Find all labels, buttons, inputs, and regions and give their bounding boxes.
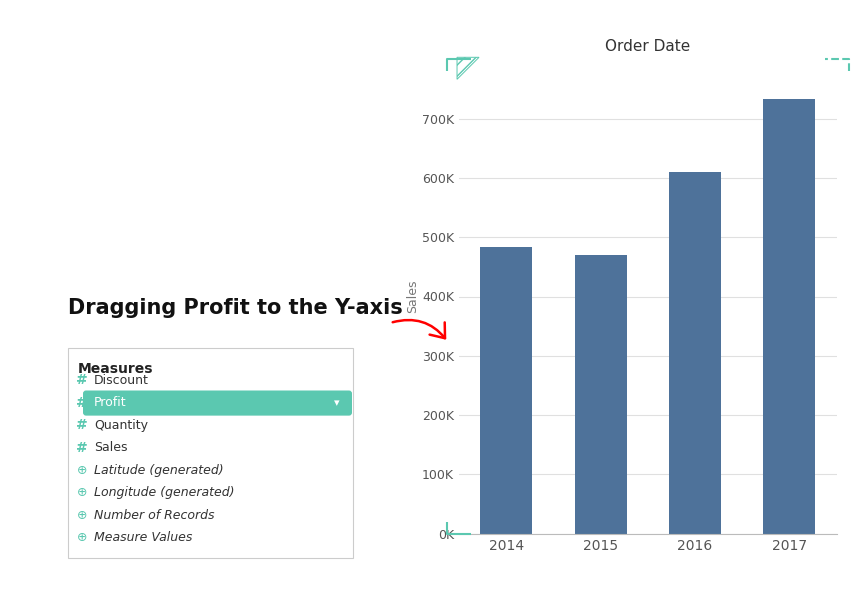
Text: Sales: Sales: [94, 441, 128, 454]
Text: ⊕: ⊕: [76, 464, 88, 477]
Text: Longitude (generated): Longitude (generated): [94, 486, 234, 499]
Text: Profit: Profit: [94, 397, 127, 409]
Bar: [575, 254, 626, 534]
Text: ⊕: ⊕: [76, 486, 88, 499]
Text: Quantity: Quantity: [94, 419, 148, 432]
Y-axis label: Sales: Sales: [407, 280, 420, 313]
Text: #: #: [76, 374, 88, 387]
Text: #: #: [76, 419, 88, 432]
FancyArrowPatch shape: [393, 320, 445, 338]
Text: ▾: ▾: [334, 398, 340, 408]
Bar: [764, 99, 815, 534]
FancyBboxPatch shape: [68, 348, 353, 558]
Bar: [669, 173, 721, 534]
Title: Order Date: Order Date: [605, 39, 691, 54]
Text: Measures: Measures: [78, 362, 154, 376]
Text: Dragging Profit to the Y-axis: Dragging Profit to the Y-axis: [68, 298, 402, 318]
Bar: [480, 247, 532, 534]
Text: #: #: [76, 441, 88, 455]
FancyBboxPatch shape: [83, 391, 352, 416]
Text: Measure Values: Measure Values: [94, 531, 192, 544]
Text: ⊕: ⊕: [76, 509, 88, 522]
Text: Latitude (generated): Latitude (generated): [94, 464, 224, 477]
Text: Number of Records: Number of Records: [94, 509, 214, 522]
Text: ⊕: ⊕: [76, 531, 88, 544]
Text: Discount: Discount: [94, 374, 149, 387]
Text: #: #: [76, 396, 88, 410]
